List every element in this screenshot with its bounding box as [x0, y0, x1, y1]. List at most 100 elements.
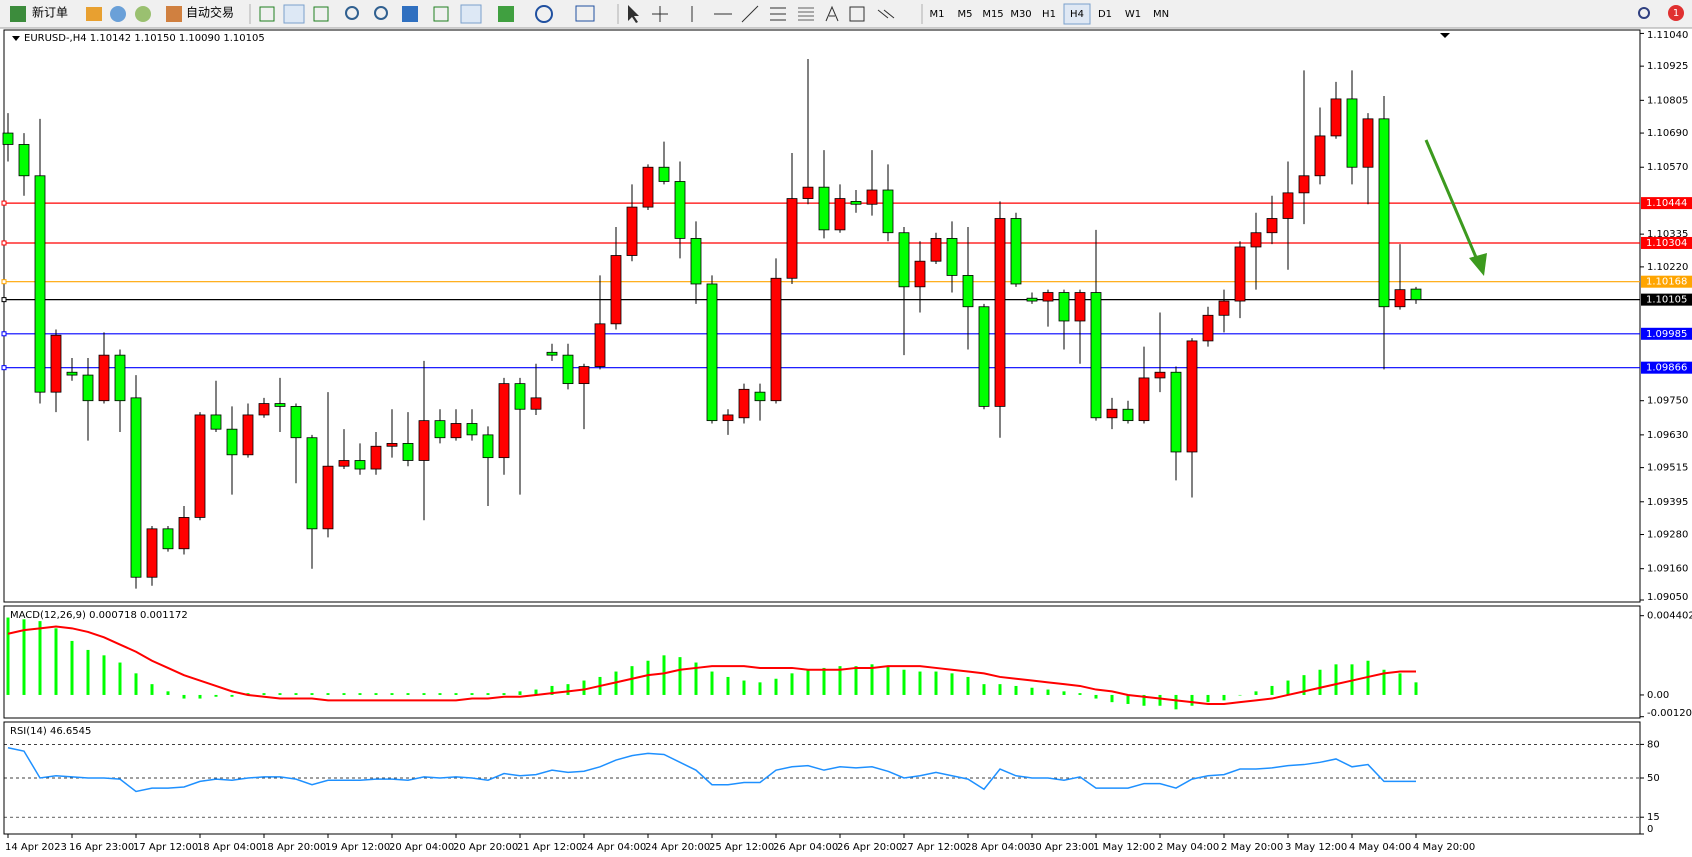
symbol-menu[interactable]	[12, 36, 20, 41]
macd-bar	[934, 671, 938, 695]
y-tick-label: 1.10925	[1647, 61, 1688, 72]
y-tick-label: 0	[1647, 824, 1653, 835]
timeframe-button[interactable]: W1	[1125, 9, 1141, 20]
trendline-tool[interactable]	[741, 5, 759, 23]
candle-body	[898, 232, 910, 288]
macd-bar	[822, 667, 826, 695]
x-tick-label: 24 Apr 04:00	[581, 842, 646, 853]
x-tick-label: 28 Apr 04:00	[965, 842, 1030, 853]
macd-bar	[1126, 694, 1130, 704]
timeframe-button[interactable]: M15	[982, 9, 1003, 20]
macd-bar	[758, 682, 762, 695]
toolbar-icon[interactable]	[402, 6, 418, 22]
macd-bar	[774, 678, 778, 695]
candle-body	[498, 383, 510, 459]
macd-bar	[726, 676, 730, 695]
y-tick-label: 1.10690	[1647, 128, 1688, 139]
auto-trading-icon[interactable]	[166, 6, 182, 22]
toolbar-icon[interactable]	[86, 7, 102, 21]
fibo-tool[interactable]	[798, 7, 814, 21]
macd-bar	[886, 666, 890, 695]
timeframe-button[interactable]: H4	[1070, 9, 1084, 20]
timeframe-button[interactable]: M1	[930, 9, 945, 20]
macd-bar	[518, 691, 522, 695]
toolbar-icon[interactable]	[433, 6, 449, 22]
macd-bar	[102, 655, 106, 695]
candle-body	[722, 414, 734, 422]
y-tick-label: 80	[1647, 739, 1660, 750]
toolbar	[0, 0, 1692, 28]
toolbar-icon[interactable]	[135, 6, 151, 22]
notification-badge[interactable]	[1668, 5, 1684, 21]
candle-body	[1266, 218, 1278, 234]
candle-body	[306, 437, 318, 530]
candle-body	[82, 374, 94, 402]
candle-body	[18, 144, 30, 177]
candle-body	[1058, 292, 1070, 322]
x-tick-label: 4 May 20:00	[1413, 842, 1475, 853]
candle-body	[178, 517, 190, 550]
zoom-in[interactable]	[345, 6, 359, 20]
candle-body	[1122, 408, 1134, 422]
label-tool[interactable]	[849, 6, 865, 22]
macd-bar	[566, 684, 570, 695]
candle-body	[994, 218, 1006, 407]
macd-bar	[662, 655, 666, 695]
timeframe-button[interactable]: D1	[1098, 9, 1112, 20]
macd-bar	[390, 693, 394, 695]
level-label: 1.10168	[1646, 277, 1687, 288]
toolbar-icon[interactable]	[110, 6, 126, 22]
candle-body	[210, 414, 222, 430]
candle-body	[2, 132, 14, 145]
candle-body	[1186, 340, 1198, 453]
macd-bar	[422, 693, 426, 695]
search[interactable]	[1638, 7, 1650, 19]
macd-bar	[150, 684, 154, 695]
candle-body	[242, 414, 254, 456]
toolbar-icon[interactable]	[283, 4, 305, 24]
timeframe-button[interactable]: M5	[958, 9, 973, 20]
toolbar-icon[interactable]	[259, 6, 275, 22]
candle-body	[402, 443, 414, 461]
toolbar-icon[interactable]	[535, 5, 553, 23]
cursor-tool[interactable]	[628, 5, 639, 23]
candle-body	[562, 354, 574, 385]
new-order-button[interactable]: 新订单	[32, 5, 68, 20]
candle-body	[1378, 118, 1390, 308]
candle-body	[418, 420, 430, 461]
timeframe-button[interactable]: H1	[1042, 9, 1056, 20]
y-tick-label: 1.09160	[1647, 564, 1688, 575]
y-tick-label: 1.10805	[1647, 95, 1688, 106]
new-order-icon[interactable]	[10, 6, 26, 22]
candle-body	[1330, 98, 1342, 137]
signal-line	[7, 625, 1416, 705]
shapes-tool[interactable]	[877, 9, 895, 19]
text-tool[interactable]	[825, 5, 839, 22]
x-tick-label: 1 May 12:00	[1093, 842, 1155, 853]
toolbar-icon[interactable]	[498, 6, 514, 22]
candle-body	[578, 366, 590, 385]
toolbar-icon[interactable]	[575, 5, 595, 22]
macd-bar	[6, 617, 10, 695]
macd-bar	[1382, 669, 1386, 695]
crosshair-tool[interactable]	[652, 6, 668, 22]
macd-bar	[294, 693, 298, 695]
timeframe-button[interactable]: M30	[1010, 9, 1031, 20]
macd-panel	[3, 605, 1641, 719]
channel-tool[interactable]	[770, 7, 786, 21]
zoom-out[interactable]	[374, 6, 388, 20]
toolbar-icon[interactable]	[313, 6, 329, 22]
candle-body	[930, 238, 942, 262]
macd-bar	[1190, 694, 1194, 706]
x-tick-label: 2 May 20:00	[1221, 842, 1283, 853]
timeframe-button[interactable]: MN	[1153, 9, 1169, 20]
candle-body	[610, 255, 622, 325]
macd-bar	[1318, 669, 1322, 695]
toolbar-icon[interactable]	[460, 4, 482, 24]
macd-bar	[38, 621, 42, 695]
macd-bar	[470, 693, 474, 695]
candle-body	[674, 181, 686, 239]
auto-trading-button[interactable]: 自动交易	[186, 5, 234, 20]
macd-bar	[118, 662, 122, 695]
